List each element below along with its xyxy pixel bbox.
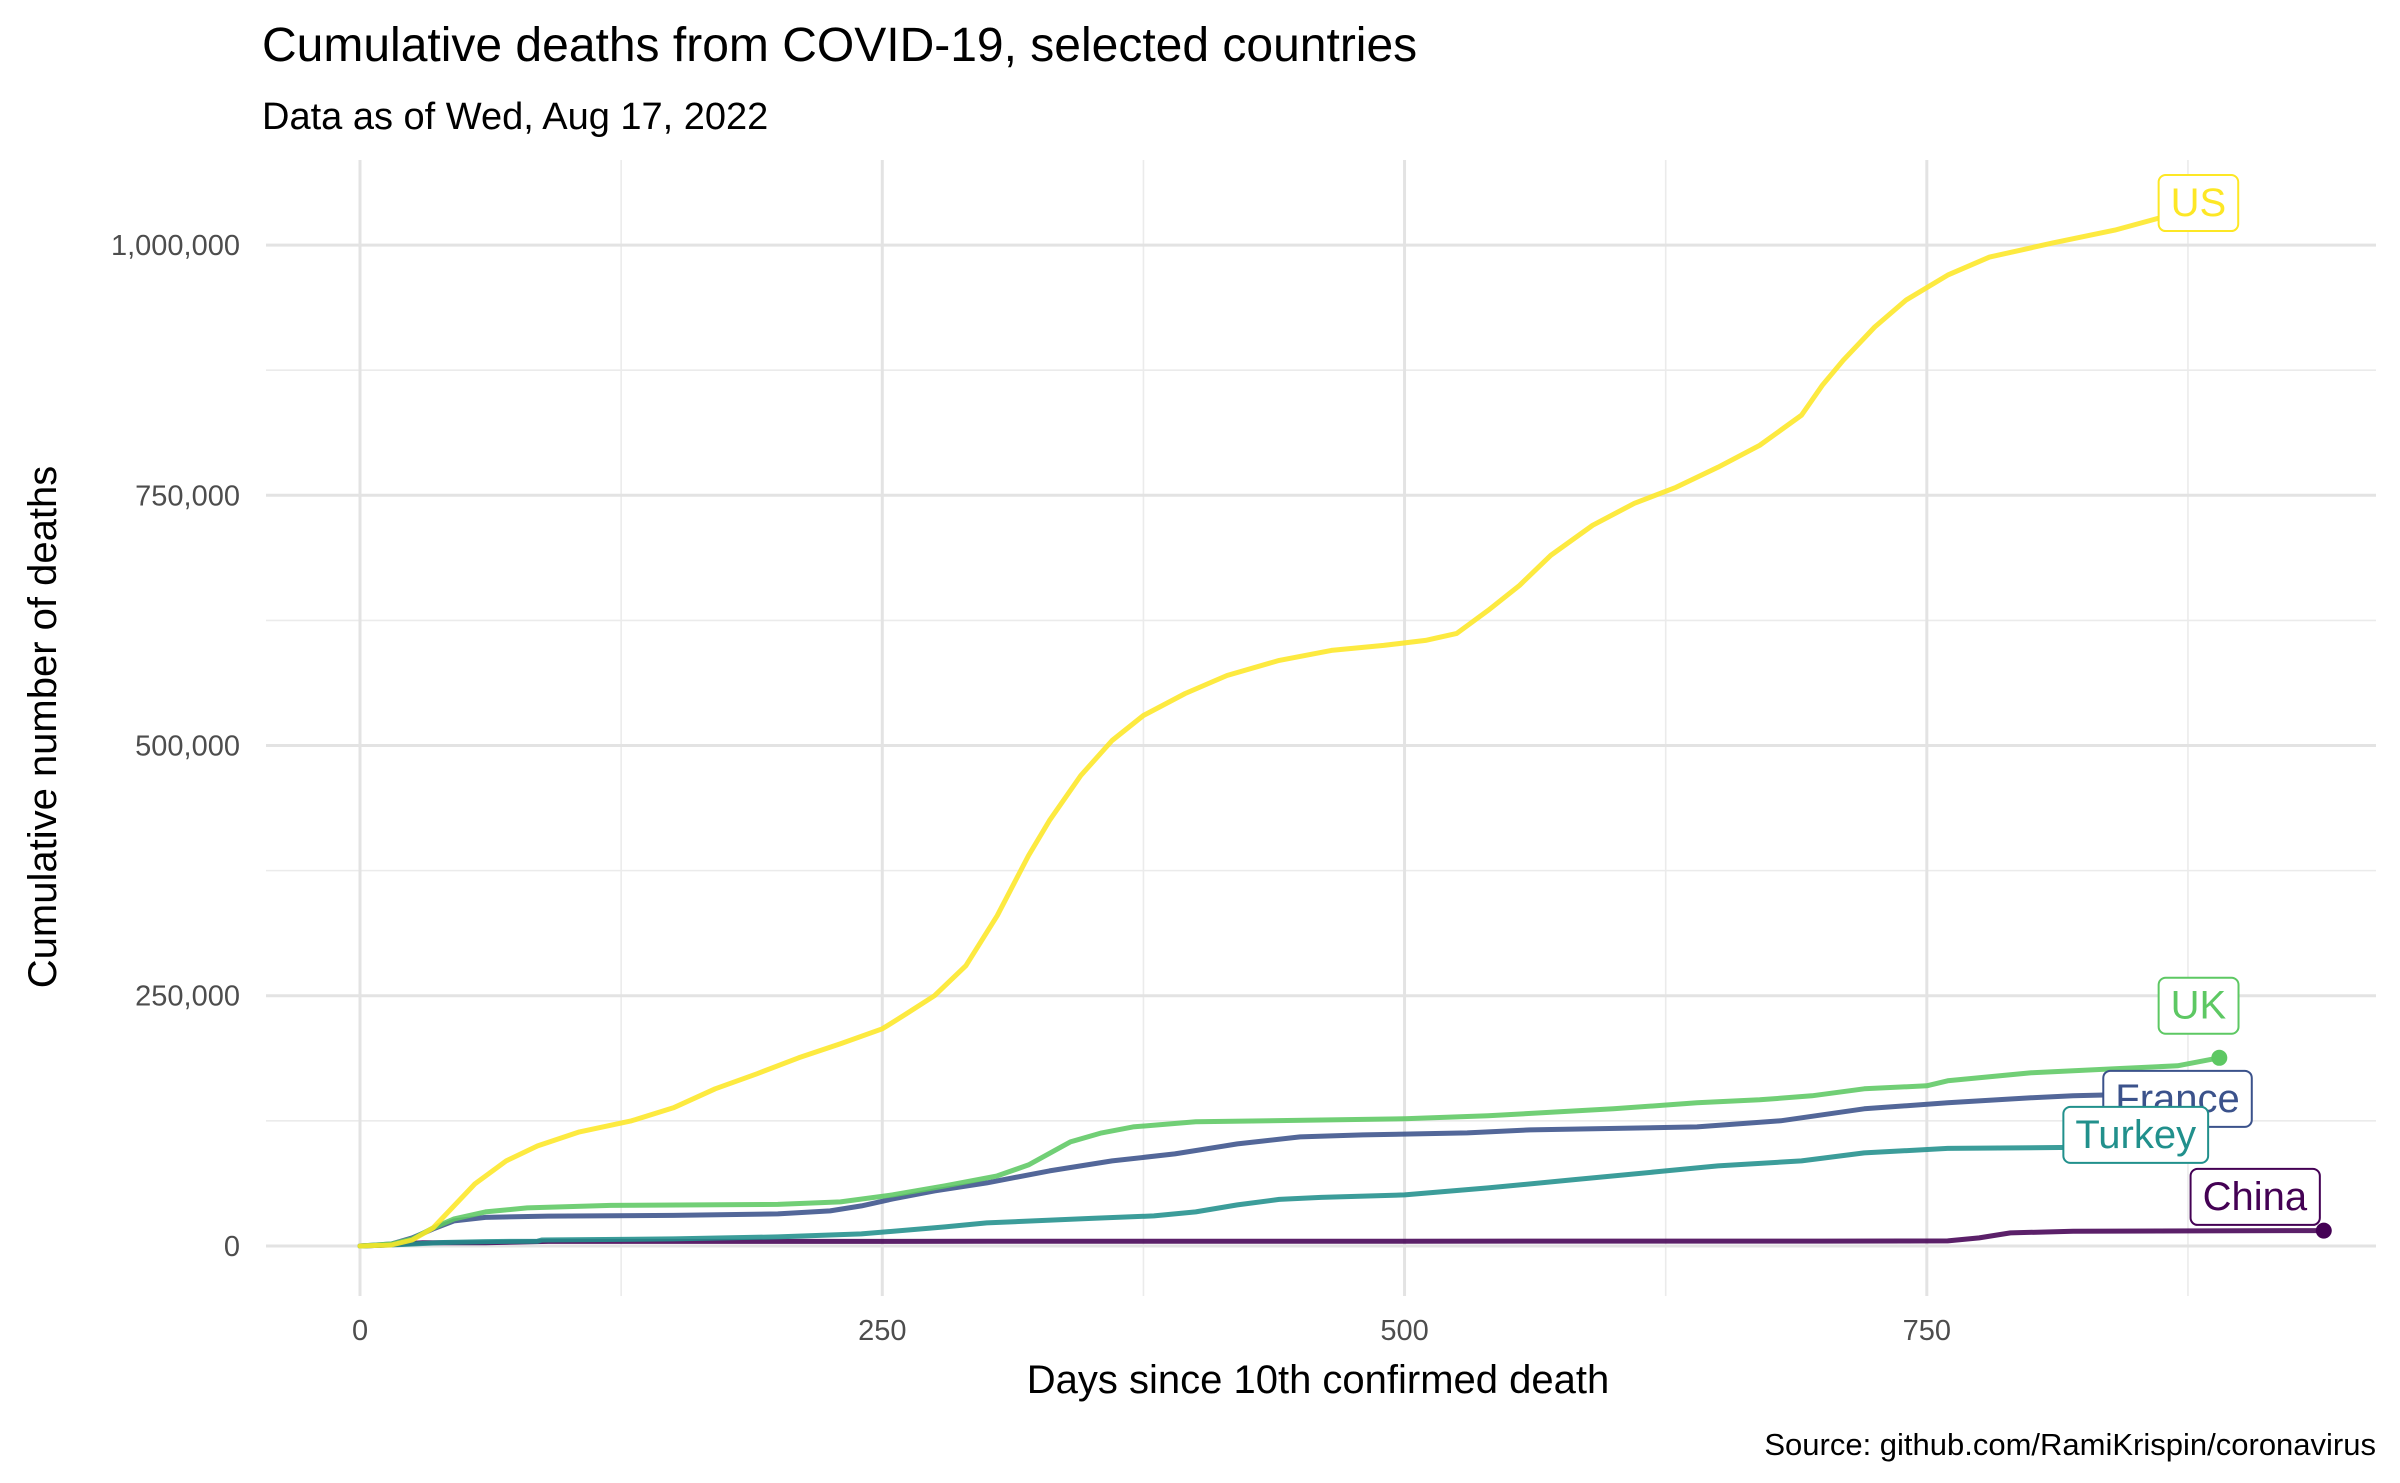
y-tick-label: 1,000,000 (111, 230, 240, 262)
end-label-box (2157, 976, 2240, 1035)
end-label-box (2157, 174, 2240, 233)
series-line-uk (357, 1055, 2222, 1249)
series-lines (357, 205, 2332, 1249)
series-line-us (357, 210, 2180, 1249)
x-tick-label: 250 (858, 1315, 906, 1347)
series-line-turkey (357, 1144, 2118, 1249)
y-axis-title: Cumulative number of deaths (21, 466, 65, 989)
grid (266, 160, 2376, 1296)
end-label-text: US (2171, 181, 2227, 225)
y-tick-label: 0 (224, 1231, 240, 1263)
x-axis-title: Days since 10th confirmed death (1027, 1358, 1610, 1402)
chart-caption: Source: github.com/RamiKrispin/coronavir… (1764, 1427, 2376, 1462)
y-tick-label: 250,000 (135, 981, 240, 1013)
series-endpoint-china (2315, 1222, 2332, 1239)
end-label-text: Turkey (2075, 1113, 2196, 1157)
end-label-text: China (2203, 1175, 2308, 1219)
end-label-box (2062, 1105, 2210, 1164)
chart-title: Cumulative deaths from COVID-19, selecte… (262, 19, 1417, 72)
end-label-turkey: Turkey (2062, 1105, 2210, 1164)
chart-subtitle: Data as of Wed, Aug 17, 2022 (262, 96, 768, 138)
x-tick-label: 500 (1380, 1315, 1428, 1347)
axis-ticks: 0 250 500 750 0 250,000 500,000 750,000 1,000,00… (111, 230, 1951, 1347)
end-label-uk: UK (2157, 976, 2240, 1035)
x-tick-label: 750 (1903, 1315, 1951, 1347)
series-endpoint-uk (2211, 1049, 2228, 1066)
end-label-china: China (2189, 1167, 2321, 1226)
end-label-box (2189, 1167, 2321, 1226)
end-label-us: US (2157, 174, 2240, 233)
y-tick-label: 750,000 (135, 480, 240, 512)
x-tick-label: 0 (352, 1315, 368, 1347)
y-tick-label: 500,000 (135, 731, 240, 763)
series-line-france (357, 1091, 2160, 1249)
end-label-text: UK (2171, 984, 2227, 1028)
